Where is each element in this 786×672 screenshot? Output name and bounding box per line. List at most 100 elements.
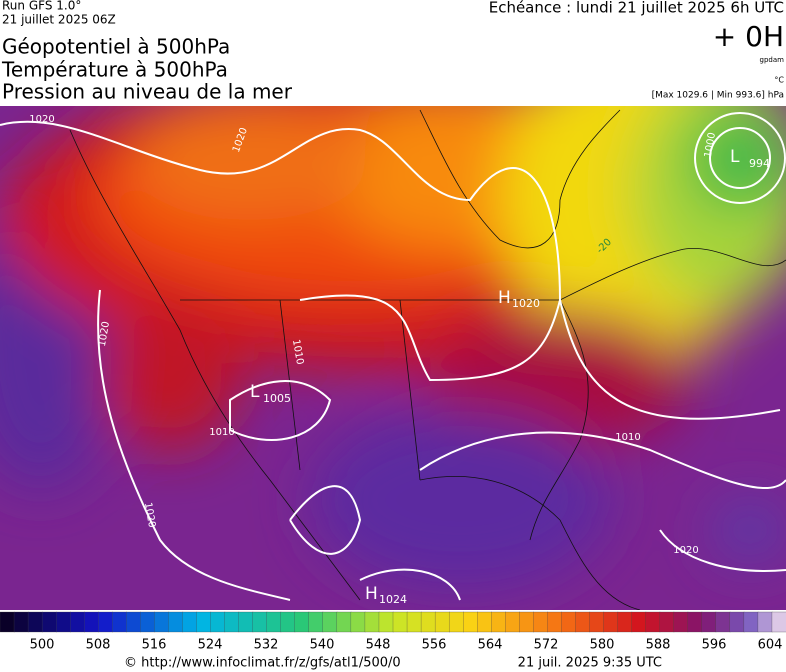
colorbar-tick-label: 604 <box>758 638 783 653</box>
colorbar-swatch <box>645 611 661 633</box>
colorbar-swatch <box>266 611 282 633</box>
colorbar-tick-label: 596 <box>702 638 727 653</box>
colorbar-swatch <box>182 611 198 633</box>
colorbar-swatch <box>41 611 57 633</box>
colorbar-swatch <box>477 611 492 633</box>
colorbar-swatch <box>729 611 745 633</box>
colorbar-swatch <box>210 611 226 633</box>
isobar-label: 1020 <box>142 502 157 529</box>
colorbar-swatch <box>378 611 394 633</box>
colorbar-tick-label: 508 <box>86 638 111 653</box>
colorbar-swatch <box>463 611 478 633</box>
colorbar-swatch <box>659 611 675 633</box>
colorbar-swatch <box>533 611 549 633</box>
colorbar-swatch <box>0 611 15 633</box>
colorbar-swatch <box>13 611 29 633</box>
colorbar-swatch <box>561 611 577 633</box>
colorbar-tick-label: 548 <box>366 638 391 653</box>
colorbar-swatch <box>519 611 535 633</box>
colorbar-swatch <box>715 611 731 633</box>
colorbar-swatch <box>505 611 520 633</box>
colorbar-swatch <box>420 611 436 633</box>
echeance: Echéance : lundi 21 juillet 2025 6h UTC <box>489 0 784 17</box>
colorbar-swatch <box>673 611 689 633</box>
colorbar-swatch <box>603 611 619 633</box>
colorbar-tick-label: 540 <box>310 638 335 653</box>
colorbar-swatch <box>336 611 352 633</box>
center-value: 1020 <box>512 297 540 310</box>
colorbar-swatch <box>70 611 85 633</box>
center-value: 1024 <box>379 593 407 606</box>
colorbar-swatch <box>771 611 786 633</box>
colorbar-swatch <box>238 611 254 633</box>
center-letter: L <box>250 382 260 402</box>
center-value: 994 <box>749 157 770 170</box>
colorbar-swatch <box>55 611 71 633</box>
isobar-label: 1000 <box>703 132 718 159</box>
colorbar-swatch <box>448 611 464 633</box>
colorbar-tick-label: 532 <box>254 638 279 653</box>
unit-gpdam: gpdam <box>760 56 785 64</box>
footer-time: 21 juil. 2025 9:35 UTC <box>518 656 662 671</box>
colorbar-swatch <box>589 611 605 633</box>
colorbar-swatch <box>196 611 212 633</box>
isobar-label: 1020 <box>97 321 112 348</box>
run-date: 21 juillet 2025 06Z <box>2 13 116 27</box>
unit-c: °C <box>774 76 784 85</box>
colorbar-swatch <box>168 611 184 633</box>
colorbar-swatch <box>364 611 380 633</box>
colorbar-swatch <box>743 611 759 633</box>
colorbar-tick-label: 516 <box>142 638 167 653</box>
colorbar-swatch <box>392 611 408 633</box>
colorbar-swatch <box>98 611 113 633</box>
colorbar-swatch <box>294 611 310 633</box>
title: Géopotentiel à 500hPa <box>2 35 230 59</box>
isobar-label: 1010 <box>615 432 640 443</box>
colorbar-swatch <box>140 611 156 633</box>
footer-url: © http://www.infoclimat.fr/z/gfs/atl1/50… <box>124 656 401 671</box>
colorbar-tick-label: 580 <box>590 638 615 653</box>
title: Pression au niveau de la mer <box>2 80 293 104</box>
colorbar-swatch <box>112 611 127 633</box>
colorbar-swatch <box>224 611 240 633</box>
colorbar-swatch <box>434 611 450 633</box>
offset: + 0H <box>713 20 784 53</box>
colorbar-swatch <box>252 611 268 633</box>
center-value: 1005 <box>263 392 291 405</box>
colorbar-swatch <box>631 611 647 633</box>
colorbar-swatch <box>757 611 773 633</box>
center-letter: H <box>498 288 511 308</box>
colorbar-swatch <box>350 611 366 633</box>
colorbar-swatch <box>575 611 591 633</box>
title: Température à 500hPa <box>1 58 228 82</box>
colorbar-swatch <box>617 611 633 633</box>
pressure-range: [Max 1029.6 | Min 993.6] hPa <box>652 91 784 101</box>
center-letter: H <box>365 584 378 604</box>
colorbar-swatch <box>491 611 506 633</box>
colorbar: 500 508 516 524 532 540 548 556 564 572 580 588 596 6… <box>0 611 786 653</box>
colorbar-swatch <box>687 611 703 633</box>
colorbar-tick-label: 564 <box>478 638 503 653</box>
colorbar-tick-label: 500 <box>30 638 55 653</box>
colorbar-swatch <box>280 611 296 633</box>
run-label: Run GFS 1.0° <box>2 0 81 13</box>
center-letter: L <box>730 147 740 167</box>
colorbar-tick-label: 588 <box>646 638 671 653</box>
colorbar-swatch <box>322 611 338 633</box>
colorbar-tick-label: 572 <box>534 638 559 653</box>
isobar-label: 1020 <box>673 545 698 556</box>
isobar-label: 1010 <box>209 427 234 438</box>
colorbar-swatch <box>126 611 142 633</box>
colorbar-tick-label: 556 <box>422 638 447 653</box>
map <box>0 106 786 610</box>
colorbar-swatch <box>27 611 43 633</box>
colorbar-swatch <box>701 611 717 633</box>
isobar-label: 1010 <box>290 339 305 366</box>
colorbar-tick-label: 524 <box>198 638 223 653</box>
colorbar-swatch <box>154 611 170 633</box>
colorbar-swatch <box>406 611 422 633</box>
colorbar-swatch <box>84 611 99 633</box>
colorbar-swatch <box>547 611 563 633</box>
colorbar-swatch <box>308 611 324 633</box>
